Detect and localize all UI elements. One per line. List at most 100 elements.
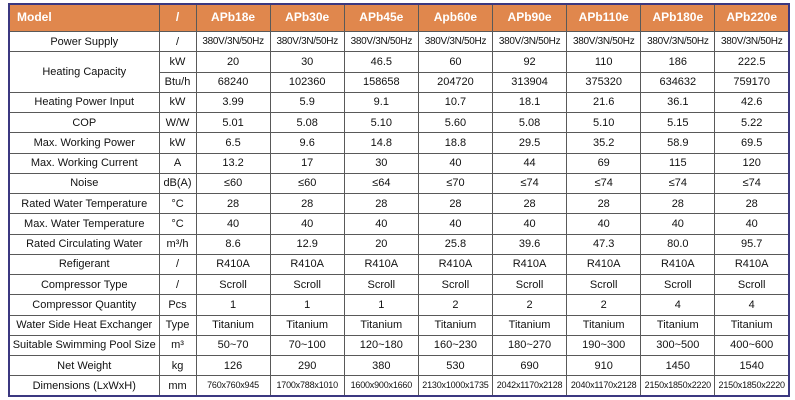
column-header: / — [158, 3, 197, 32]
value-cell: 28 — [714, 192, 790, 215]
value-cell: 20 — [195, 51, 271, 73]
value-cell: Scroll — [195, 273, 271, 296]
value-cell: 380V/3N/50Hz — [269, 30, 345, 53]
table-row: Compressor Quantity Pcs 1 1 1 2 2 2 4 4 — [8, 294, 790, 316]
value-cell: 380V/3N/50Hz — [491, 30, 568, 53]
table-row: Btu/h 68240 102360 158658 204720 313904 375320… — [9, 71, 790, 93]
value-cell: 40 — [417, 213, 494, 235]
value-cell: 9.1 — [343, 91, 419, 114]
value-cell: 70~100 — [269, 334, 345, 357]
value-cell: 204720 — [417, 71, 494, 93]
value-cell: Titanium — [195, 314, 271, 336]
value-cell: 20 — [343, 233, 419, 255]
value-cell: Titanium — [566, 314, 642, 336]
row-label: Suitable Swimming Pool Size — [8, 334, 160, 357]
value-cell: 40 — [640, 213, 716, 235]
value-cell: 28 — [269, 192, 345, 215]
value-cell: ≤60 — [269, 172, 345, 195]
column-header: APb110e — [566, 3, 642, 32]
table-header: Model / APb18e APb30e APb45e Apb60e APb90e APb1… — [8, 3, 790, 32]
value-cell: 530 — [417, 354, 494, 377]
column-header: Apb60e — [417, 3, 494, 32]
value-cell: Titanium — [640, 314, 716, 336]
row-label: Power Supply — [8, 30, 160, 53]
value-cell: R410A — [491, 253, 568, 276]
table-body: Power Supply/380V/3N/50Hz 380V/3N/50Hz 380… — [8, 30, 790, 397]
value-cell: Titanium — [417, 314, 494, 336]
value-cell: 5.08 — [491, 111, 568, 134]
unit-cell: W/W — [158, 111, 197, 134]
value-cell: 380V/3N/50Hz — [417, 30, 494, 53]
value-cell: R410A — [566, 253, 642, 276]
value-cell: 120~180 — [343, 334, 419, 357]
table-row: Dimensions (LxWxH) mm 760x760x945 1700x788x… — [8, 375, 790, 397]
unit-cell: Btu/h — [158, 71, 197, 93]
value-cell: 375320 — [566, 71, 642, 93]
row-label: Rated Water Temperature — [8, 192, 160, 215]
value-cell: Scroll — [269, 273, 345, 296]
value-cell: 28 — [417, 192, 494, 215]
value-cell: 68240 — [195, 71, 271, 93]
value-cell: 2 — [491, 294, 568, 316]
value-cell: 380V/3N/50Hz — [566, 30, 642, 53]
value-cell: 29.5 — [491, 132, 568, 154]
value-cell: 5.01 — [195, 111, 271, 134]
row-label: Max. Working Current — [8, 152, 160, 174]
value-cell: R410A — [640, 253, 716, 276]
value-cell: 400~600 — [714, 334, 790, 357]
value-cell: 28 — [566, 192, 642, 215]
column-header: APb18e — [195, 3, 271, 32]
value-cell: 2150x1850x2220 — [640, 375, 716, 397]
value-cell: 40 — [417, 152, 494, 174]
value-cell: 1700x788x1010 — [269, 375, 345, 397]
value-cell: 2150x1850x2220 — [714, 375, 790, 397]
value-cell: 380V/3N/50Hz — [714, 30, 790, 53]
header-row: Model / APb18e APb30e APb45e Apb60e APb90e APb1… — [8, 3, 790, 32]
value-cell: 180~270 — [491, 334, 568, 357]
value-cell: 190~300 — [566, 334, 642, 357]
value-cell: 14.8 — [343, 132, 419, 154]
value-cell: 1540 — [714, 354, 790, 377]
value-cell: 1 — [269, 294, 345, 316]
value-cell: 380V/3N/50Hz — [195, 30, 271, 53]
row-label: Rated Circulating Water — [8, 233, 160, 255]
value-cell: 30 — [269, 51, 345, 73]
value-cell: R410A — [269, 253, 345, 276]
value-cell: 39.6 — [491, 233, 568, 255]
value-cell: ≤74 — [714, 172, 790, 195]
value-cell: 186 — [640, 51, 716, 73]
value-cell: 12.9 — [269, 233, 345, 255]
value-cell: 36.1 — [640, 91, 716, 114]
value-cell: ≤70 — [417, 172, 494, 195]
model-header: Model — [8, 3, 160, 32]
unit-cell: Pcs — [158, 294, 197, 316]
value-cell: 120 — [714, 152, 790, 174]
value-cell: 28 — [343, 192, 419, 215]
value-cell: 110 — [566, 51, 642, 73]
table-row: Compressor Type / Scroll Scroll Scroll Scroll… — [8, 273, 790, 296]
value-cell: 28 — [195, 192, 271, 215]
value-cell: 4 — [640, 294, 716, 316]
value-cell: 300~500 — [640, 334, 716, 357]
table-row: Max. Water Temperature °C 40 40 40 40 40 40 40 40 — [8, 213, 790, 235]
value-cell: 69 — [566, 152, 642, 174]
value-cell: 21.6 — [566, 91, 642, 114]
table-row: Power Supply/380V/3N/50Hz 380V/3N/50Hz 380… — [8, 30, 790, 53]
value-cell: 25.8 — [417, 233, 494, 255]
value-cell: Scroll — [566, 273, 642, 296]
value-cell: 2042x1170x2128 — [491, 375, 568, 397]
unit-cell: / — [158, 30, 197, 53]
value-cell: 2040x1170x2128 — [566, 375, 642, 397]
value-cell: ≤74 — [640, 172, 716, 195]
value-cell: 2 — [417, 294, 494, 316]
value-cell: Titanium — [714, 314, 790, 336]
value-cell: 28 — [491, 192, 568, 215]
row-label: Dimensions (LxWxH) — [8, 375, 160, 397]
value-cell: Scroll — [714, 273, 790, 296]
unit-cell: / — [158, 273, 197, 296]
value-cell: 40 — [491, 213, 568, 235]
spec-table-container: Model / APb18e APb30e APb45e Apb60e APb90e APb1… — [8, 3, 790, 397]
table-row: Rated Water Temperature °C 28 28 28 28 28 28 28 2… — [8, 192, 790, 215]
value-cell: 102360 — [269, 71, 345, 93]
column-header: APb30e — [269, 3, 345, 32]
